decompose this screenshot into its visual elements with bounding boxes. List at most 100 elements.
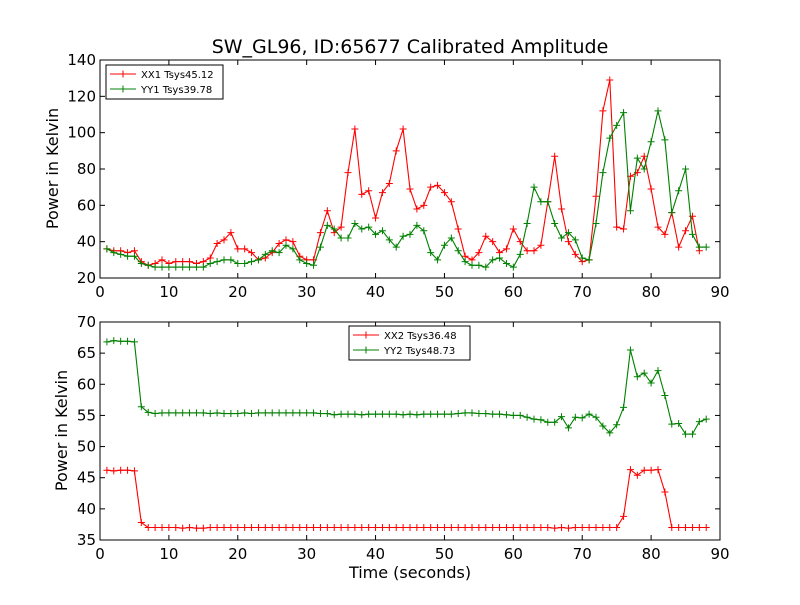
panel1-series-1-point: [427, 410, 435, 418]
panel1-series-1-point: [454, 410, 462, 418]
panel1-series-0-point: [675, 524, 683, 532]
panel0-series-1-point: [220, 256, 228, 264]
panel0-series-1-point: [489, 256, 497, 264]
panel1-series-0-point: [130, 467, 138, 475]
panel0-series-1-point: [509, 263, 517, 271]
panel0-series-1-point: [688, 230, 696, 238]
panel0-xtick-label: 10: [159, 283, 178, 301]
panel1-series-0-point: [695, 524, 703, 532]
panel1-series-1-point: [413, 411, 421, 419]
panel0-series-1-point: [399, 232, 407, 240]
panel0-series-1-point: [296, 256, 304, 264]
panel1-series-1-point: [647, 379, 655, 387]
panel0-series-1-point: [227, 256, 235, 264]
panel0-xtick-label: 30: [297, 283, 316, 301]
panel0-series-0-point: [351, 125, 359, 133]
panel0-series-1-point: [275, 249, 283, 257]
panel0-xtick-label: 90: [710, 283, 729, 301]
panel1-series-1-point: [130, 338, 138, 346]
panel0-series-1-point: [179, 263, 187, 271]
panel1-series-1-point: [475, 410, 483, 418]
panel0-series-1-point: [496, 254, 504, 262]
panel0-series-1-point: [199, 263, 207, 271]
panel1-series-1-point: [599, 422, 607, 430]
panel0-series-1-point: [372, 230, 380, 238]
panel0-series-1-point: [599, 169, 607, 177]
panel0-series-1-point: [620, 109, 628, 117]
panel1-series-1-point: [289, 409, 297, 417]
panel1-series-0-point: [275, 524, 283, 532]
panel1-xtick-label: 10: [159, 545, 178, 563]
panel0-series-1-point: [144, 261, 152, 269]
panel1-series-1-point: [310, 409, 318, 417]
panel0-series-1-point: [378, 227, 386, 235]
panel1-series-1-point: [468, 409, 476, 417]
panel1-series-0-point: [124, 466, 132, 474]
panel1-series-1-point: [172, 409, 180, 417]
panel1-series-0-point: [399, 524, 407, 532]
panel0-series-1-point: [110, 249, 118, 257]
panel1-xtick-label: 0: [95, 545, 105, 563]
panel0-series-0-point: [447, 198, 455, 206]
panel1-series-1-point: [378, 410, 386, 418]
panel1-series-1-point: [275, 409, 283, 417]
panel1-series-1-point: [399, 411, 407, 419]
panel0-series-0-point: [647, 185, 655, 193]
panel1-series-0-point: [330, 524, 338, 532]
panel0-series-1-point: [337, 234, 345, 242]
panel1-series-0-point: [578, 524, 586, 532]
panel0-series-0-point: [241, 245, 249, 253]
panel1-ytick-label: 35: [77, 531, 96, 549]
panel1-series-1-point: [234, 410, 242, 418]
panel0-series-1-point: [502, 259, 510, 267]
panel1-series-1-point: [110, 337, 118, 345]
panel1-series-1-point: [303, 409, 311, 417]
panel1-series-1-point: [496, 410, 504, 418]
panel1-series-1-point: [103, 338, 111, 346]
panel0-series-0-point: [372, 214, 380, 222]
panel0-series-0-point: [420, 201, 428, 209]
panel1-series-1-point: [675, 420, 683, 428]
panel1-series-1-point: [558, 413, 566, 421]
bottom-panel: 0 10 20 30 40 50 60 70 80 90 35 40 45 50 55 60 65 70 XX2 T…: [77, 313, 730, 563]
panel1-series-1-point: [406, 410, 414, 418]
panel0-series-1-point: [310, 261, 318, 269]
panel0-series-0-point: [537, 241, 545, 249]
panel1-series-0-point: [530, 524, 538, 532]
panel1-series-0-point: [585, 524, 593, 532]
panel1-series-1-point: [372, 410, 380, 418]
panel1-series-1-point: [544, 418, 552, 426]
panel1-series-0-point: [261, 524, 269, 532]
panel1-series-0-point: [502, 524, 510, 532]
panel0-xtick-label: 70: [573, 283, 592, 301]
panel1-series-0-point: [165, 524, 173, 532]
panel0-series-1-point: [461, 258, 469, 266]
panel1-series-1-point: [592, 413, 600, 421]
panel1-series-0-point: [475, 524, 483, 532]
panel1-series-0-point: [413, 524, 421, 532]
panel0-series-0-point: [158, 256, 166, 264]
panel1-series-0-point: [110, 467, 118, 475]
panel1-series-0-point: [227, 524, 235, 532]
panel1-series-0-point: [406, 524, 414, 532]
panel0-series-1-point: [420, 227, 428, 235]
panel0-series-1-point: [571, 236, 579, 244]
bottom-legend-marker-1: [362, 346, 370, 354]
panel0-series-1-point: [558, 234, 566, 242]
panel1-series-0-point: [365, 524, 373, 532]
panel1-series-1-point: [337, 410, 345, 418]
panel0-series-1-point: [358, 225, 366, 233]
panel0-series-0-point: [661, 230, 669, 238]
panel1-series-0-point: [434, 524, 442, 532]
panel0-series-1-point: [675, 187, 683, 195]
panel1-series-0-point: [523, 524, 531, 532]
panel1-series-1-point: [351, 410, 359, 418]
panel1-series-0-point: [372, 524, 380, 532]
panel0-series-1-line: [106, 110, 707, 268]
panel1-series-0-point: [144, 524, 152, 532]
panel0-series-1-point: [427, 249, 435, 257]
panel1-series-1-point: [179, 409, 187, 417]
panel1-series-0-point: [151, 524, 159, 532]
panel0-series-1-point: [330, 225, 338, 233]
